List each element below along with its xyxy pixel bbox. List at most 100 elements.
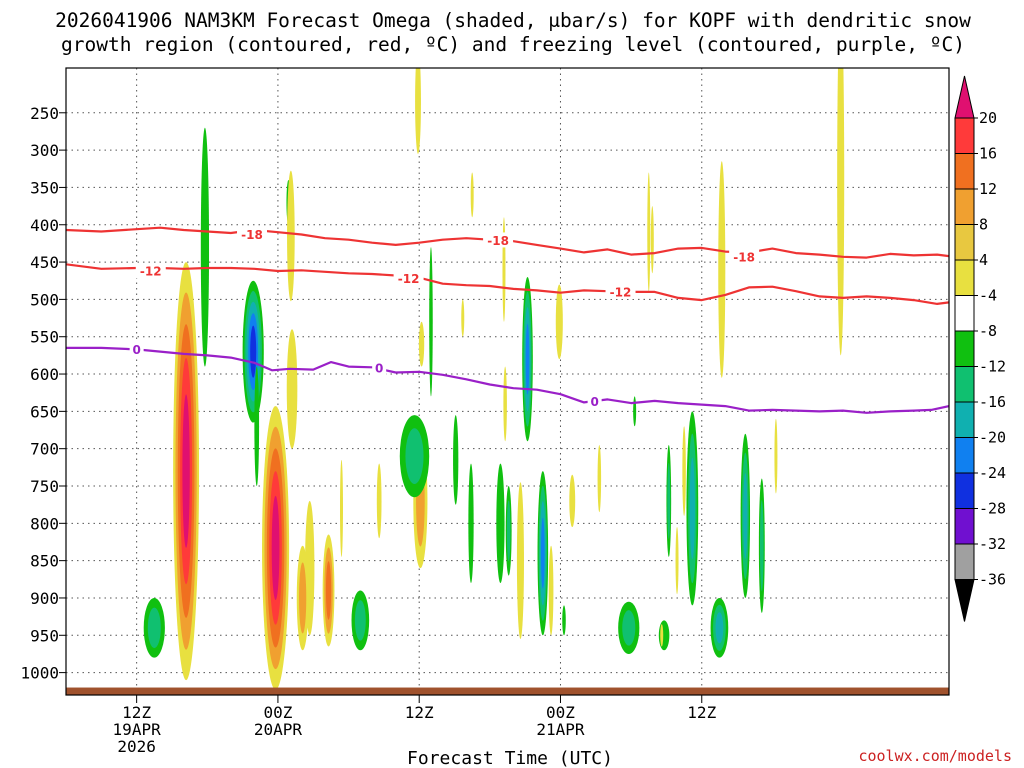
y-tick-label: 750: [30, 477, 59, 496]
colorbar: 20 16 12 8 4 -4 -8 -12 -16 -20 -24 -28 -32 -36: [954, 75, 1006, 622]
omega-shaded-cell: [569, 474, 576, 528]
contour-label-backdrop: [129, 341, 144, 357]
omega-shaded-cell: [286, 329, 298, 449]
omega-shaded-cell: [715, 612, 724, 644]
y-tick-label: 850: [30, 552, 59, 571]
contour-line: [66, 226, 949, 259]
omega-shaded-cell: [667, 462, 671, 539]
omega-shaded-cell: [503, 366, 507, 442]
colorbar-top-arrow: [954, 75, 975, 119]
colorbar-band: [954, 508, 975, 545]
contour-label-backdrop: [372, 360, 387, 376]
chart-title-line-1: 2026041906 NAM3KM Forecast Omega (shaded…: [55, 9, 971, 32]
omega-shaded-cell: [689, 457, 695, 560]
colorbar-band: [954, 224, 975, 261]
colorbar-label: -20: [979, 429, 1006, 447]
omega-shaded-cell: [743, 472, 748, 559]
x-tick-label: 12Z: [687, 703, 716, 722]
colorbar-label: 12: [979, 180, 997, 198]
omega-shaded-cell: [540, 517, 545, 589]
omega-shaded-cell: [470, 172, 474, 218]
colorbar-band: [954, 295, 975, 332]
omega-shaded-cell: [622, 610, 636, 646]
colorbar-label: -8: [979, 322, 997, 340]
omega-shaded-cell: [660, 624, 664, 647]
x-tick-label: 2026: [117, 737, 156, 756]
chart-title-line-2: growth region (contoured, red, ºC) and f…: [61, 33, 965, 56]
omega-shaded-cell: [429, 247, 433, 397]
omega-shaded-cell: [354, 600, 366, 641]
contour-label: -12: [398, 272, 420, 286]
omega-shaded-cell: [287, 170, 295, 302]
y-axis: 250 300 350 400 450 500 550 600 650 700 750 800 850 9…: [20, 104, 66, 683]
omega-shaded-cell: [299, 562, 307, 634]
omega-shaded-cell: [718, 161, 726, 378]
contour-label: -18: [241, 228, 263, 242]
colorbar-label: -32: [979, 535, 1006, 553]
colorbar-band: [954, 117, 975, 154]
colorbar-label: -28: [979, 500, 1006, 518]
colorbar-band: [954, 259, 975, 296]
omega-shaded-cell: [562, 605, 566, 636]
contour-label-backdrop: [605, 283, 636, 299]
omega-shading-layer: [143, 68, 845, 690]
omega-shaded-cell: [376, 463, 382, 539]
y-tick-label: 900: [30, 589, 59, 608]
colorbar-band: [954, 153, 975, 190]
contour-label: -12: [140, 265, 162, 279]
contour-label-backdrop: [393, 270, 424, 286]
omega-shaded-cell: [339, 459, 343, 557]
omega-shaded-cell: [415, 68, 421, 154]
colorbar-band: [954, 472, 975, 509]
plot-area: [66, 68, 949, 695]
x-tick-label: 20APR: [254, 720, 303, 739]
y-tick-label: 600: [30, 365, 59, 384]
x-tick-label: 00Z: [546, 703, 575, 722]
x-axis-title: Forecast Time (UTC): [407, 748, 613, 768]
omega-shaded-cell: [200, 127, 210, 367]
colorbar-label: -12: [979, 358, 1006, 376]
y-tick-label: 500: [30, 290, 59, 309]
omega-shaded-cell: [461, 299, 465, 337]
omega-shaded-cell: [675, 527, 679, 595]
x-tick-label: 12Z: [122, 703, 151, 722]
omega-shaded-cell: [837, 68, 845, 356]
y-tick-label: 1000: [20, 664, 59, 683]
y-tick-label: 400: [30, 216, 59, 235]
omega-shaded-cell: [759, 500, 764, 592]
colorbar-band: [954, 437, 975, 474]
colorbar-label: 8: [979, 216, 988, 234]
contour-label-backdrop: [729, 248, 760, 264]
y-tick-label: 300: [30, 141, 59, 160]
omega-shaded-cell: [271, 495, 280, 601]
contour-label: 0: [375, 362, 383, 376]
omega-shaded-cell: [647, 172, 651, 292]
contour-line: [66, 346, 949, 414]
colorbar-band: [954, 188, 975, 225]
colorbar-label: -36: [979, 571, 1006, 589]
omega-shaded-cell: [468, 463, 474, 584]
contour-label: -18: [733, 250, 755, 264]
colorbar-label: 4: [979, 251, 988, 269]
contour-label: -18: [487, 234, 509, 248]
plot-border: [65, 67, 950, 696]
omega-shaded-cell: [453, 415, 459, 505]
y-tick-label: 800: [30, 514, 59, 533]
contour-line: [66, 263, 949, 305]
omega-shaded-cell: [525, 323, 530, 395]
omega-shaded-cell: [254, 366, 260, 486]
colorbar-band: [954, 543, 975, 580]
colorbar-band: [954, 366, 975, 403]
y-tick-label: 450: [30, 253, 59, 272]
x-tick-label: 21APR: [536, 720, 585, 739]
omega-shaded-cell: [147, 607, 161, 649]
x-tick-label: 00Z: [263, 703, 292, 722]
y-tick-label: 250: [30, 104, 59, 123]
colorbar-label: -16: [979, 393, 1006, 411]
omega-shaded-cell: [325, 561, 332, 620]
y-tick-label: 950: [30, 626, 59, 645]
omega-shaded-cell: [555, 284, 563, 360]
omega-shaded-cell: [516, 482, 524, 640]
omega-shaded-cell: [597, 444, 602, 513]
omega-shaded-cell: [633, 396, 637, 427]
